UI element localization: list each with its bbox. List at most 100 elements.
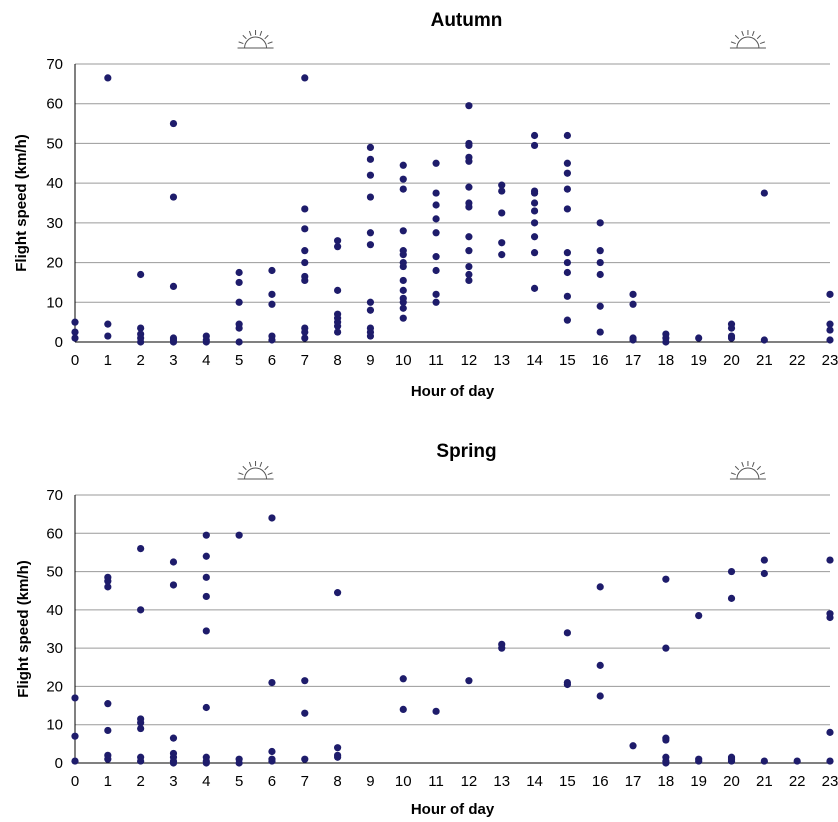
data-point [71, 328, 79, 336]
data-point [629, 336, 637, 344]
data-point [137, 757, 145, 765]
data-point [137, 270, 145, 279]
data-point [432, 298, 440, 306]
data-point [465, 247, 473, 255]
data-point [563, 680, 571, 689]
x-tick-label: 17 [625, 352, 642, 369]
data-point [826, 613, 834, 622]
data-point [596, 583, 604, 591]
data-point [71, 334, 79, 342]
data-point [301, 74, 309, 82]
data-point [137, 324, 145, 332]
y-tick-label: 0 [55, 755, 63, 772]
chart-title: Spring [436, 441, 496, 462]
data-point [235, 298, 243, 306]
data-point [530, 219, 539, 227]
data-point [432, 290, 440, 298]
data-point [301, 205, 309, 213]
x-tick-label: 23 [822, 352, 838, 369]
data-point [301, 677, 309, 685]
x-tick-label: 2 [136, 773, 144, 790]
data-point [727, 334, 736, 342]
data-point [826, 556, 834, 564]
x-tick-label: 18 [658, 352, 675, 369]
x-tick-label: 13 [493, 773, 510, 790]
data-point [727, 757, 736, 765]
data-point [465, 102, 473, 110]
data-point [268, 514, 276, 522]
x-tick-label: 11 [428, 352, 444, 369]
x-tick-label: 0 [71, 773, 79, 790]
data-point [235, 338, 243, 346]
data-point [268, 757, 276, 765]
data-point [563, 185, 571, 193]
y-tick-label: 30 [46, 640, 63, 657]
y-tick-label: 70 [46, 56, 63, 73]
data-point [563, 292, 571, 300]
x-tick-label: 23 [822, 773, 838, 790]
data-point [826, 336, 834, 344]
data-point [498, 644, 506, 652]
data-point [530, 233, 539, 241]
data-point [465, 262, 473, 271]
data-point [432, 189, 440, 197]
data-point [399, 304, 407, 312]
data-point [563, 131, 571, 140]
data-point [432, 229, 440, 237]
data-point [793, 757, 801, 765]
data-point [366, 143, 375, 151]
data-point [530, 284, 539, 292]
data-point [301, 328, 309, 336]
data-point [727, 324, 736, 332]
chart-title: Autumn [431, 10, 503, 31]
sunrise-icon [237, 461, 274, 480]
x-axis-label: Hour of day [411, 801, 495, 818]
data-point [366, 298, 375, 306]
data-point [596, 328, 604, 336]
data-point [202, 338, 210, 346]
data-point [169, 282, 178, 290]
data-point [432, 215, 440, 223]
x-tick-label: 15 [559, 773, 576, 790]
x-tick-label: 16 [592, 773, 609, 790]
x-tick-label: 8 [333, 352, 341, 369]
data-point [104, 332, 112, 340]
y-tick-label: 60 [46, 96, 63, 113]
data-point [71, 757, 79, 765]
data-point [235, 531, 243, 539]
data-point [399, 175, 407, 183]
data-point [268, 747, 276, 756]
x-tick-label: 22 [789, 773, 806, 790]
data-point [826, 728, 834, 736]
data-point [530, 249, 539, 257]
data-point [301, 709, 309, 717]
x-tick-label: 12 [461, 352, 478, 369]
x-tick-label: 5 [235, 773, 243, 790]
data-point [399, 675, 407, 683]
data-point [596, 302, 604, 310]
data-point [727, 567, 736, 576]
data-point [596, 258, 604, 267]
x-tick-label: 0 [71, 352, 79, 369]
y-axis-label: Flight speed (km/h) [13, 134, 30, 272]
data-point [137, 724, 145, 733]
data-point [530, 141, 539, 150]
data-point [465, 141, 473, 150]
y-tick-label: 10 [46, 294, 63, 311]
sunset-icon [729, 30, 766, 49]
y-tick-label: 20 [46, 678, 63, 695]
data-point [235, 268, 243, 277]
data-point [268, 300, 276, 308]
data-point [399, 185, 407, 193]
data-point [563, 159, 571, 167]
data-point [169, 759, 178, 767]
data-point [137, 606, 145, 614]
x-tick-label: 17 [625, 773, 642, 790]
data-point [202, 592, 210, 601]
data-point [498, 209, 506, 217]
data-point [432, 253, 440, 261]
data-point [760, 336, 768, 344]
data-point [301, 258, 309, 267]
data-point [366, 241, 375, 249]
data-point [399, 314, 407, 322]
